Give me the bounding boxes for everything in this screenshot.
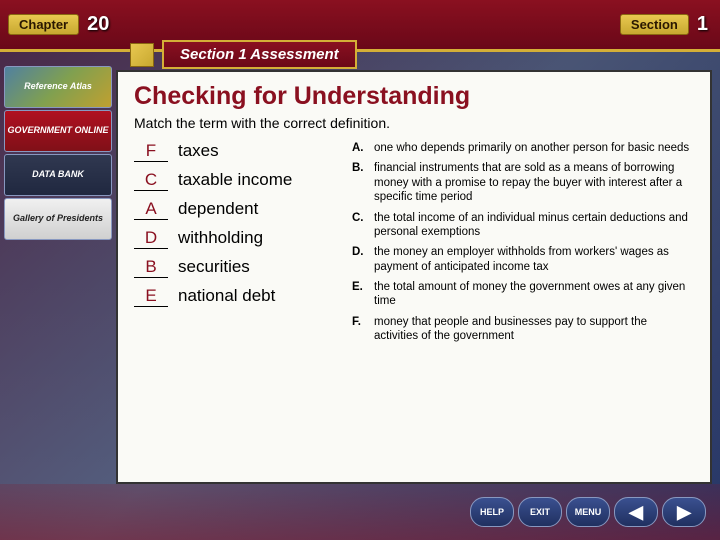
definition-text: financial instruments that are sold as a… [374,161,694,204]
term-text: securities [178,257,250,277]
section-assessment-banner: Section 1 Assessment [130,40,357,69]
content-panel: Checking for Understanding Match the ter… [116,70,712,484]
chapter-banner: Chapter 20 [8,13,113,36]
definition-letter: B. [352,161,366,204]
sidebar-item-label: DATA BANK [32,170,84,180]
exit-button[interactable]: EXIT [518,497,562,527]
definition-letter: D. [352,245,366,274]
corner-ornament [130,43,154,67]
definition-letter: E. [352,280,366,309]
answer-blank: F [134,141,168,162]
term-row: B securities [134,257,334,278]
sidebar: Reference Atlas GOVERNMENT ONLINE DATA B… [0,52,116,492]
term-text: national debt [178,286,275,306]
answer-blank: E [134,286,168,307]
definition-row: A. one who depends primarily on another … [352,141,694,155]
term-text: dependent [178,199,258,219]
sidebar-item-databank[interactable]: DATA BANK [4,154,112,196]
definition-letter: A. [352,141,366,155]
definition-text: the total income of an individual minus … [374,211,694,240]
term-row: D withholding [134,228,334,249]
header-bar: Chapter 20 Section 1 [0,0,720,52]
term-row: E national debt [134,286,334,307]
chapter-label: Chapter [8,14,79,35]
qa-wrapper: F taxes C taxable income A dependent D w… [134,141,694,344]
sidebar-item-atlas[interactable]: Reference Atlas [4,66,112,108]
sidebar-item-gallery[interactable]: Gallery of Presidents [4,198,112,240]
sidebar-item-government[interactable]: GOVERNMENT ONLINE [4,110,112,152]
definition-text: one who depends primarily on another per… [374,141,694,155]
term-row: C taxable income [134,170,334,191]
definition-row: C. the total income of an individual min… [352,211,694,240]
term-row: A dependent [134,199,334,220]
terms-column: F taxes C taxable income A dependent D w… [134,141,334,344]
slide: Chapter 20 Section 1 Section 1 Assessmen… [0,0,720,540]
definition-text: money that people and businesses pay to … [374,315,694,344]
chapter-number: 20 [83,13,113,36]
definition-letter: C. [352,211,366,240]
definition-row: E. the total amount of money the governm… [352,280,694,309]
answer-blank: C [134,170,168,191]
answer-blank: A [134,199,168,220]
answer-blank: B [134,257,168,278]
definition-text: the money an employer withholds from wor… [374,245,694,274]
section-assessment-title: Section 1 Assessment [162,40,357,69]
section-label: Section [620,14,689,35]
term-row: F taxes [134,141,334,162]
term-text: taxable income [178,170,292,190]
next-button[interactable]: ▶ [662,497,706,527]
definition-row: B. financial instruments that are sold a… [352,161,694,204]
content-title: Checking for Understanding [134,82,694,111]
help-button[interactable]: HELP [470,497,514,527]
prev-button[interactable]: ◀ [614,497,658,527]
definitions-column: A. one who depends primarily on another … [352,141,694,344]
sidebar-item-label: Gallery of Presidents [13,214,103,224]
footer-bar: HELP EXIT MENU ◀ ▶ [0,484,720,540]
definition-row: D. the money an employer withholds from … [352,245,694,274]
sidebar-item-label: GOVERNMENT ONLINE [7,126,108,136]
menu-button[interactable]: MENU [566,497,610,527]
answer-blank: D [134,228,168,249]
term-text: taxes [178,141,219,161]
instruction-text: Match the term with the correct definiti… [134,115,694,131]
sidebar-item-label: Reference Atlas [24,82,92,92]
section-banner: Section 1 [620,13,712,36]
definition-text: the total amount of money the government… [374,280,694,309]
term-text: withholding [178,228,263,248]
section-number: 1 [693,13,712,36]
definition-row: F. money that people and businesses pay … [352,315,694,344]
definition-letter: F. [352,315,366,344]
